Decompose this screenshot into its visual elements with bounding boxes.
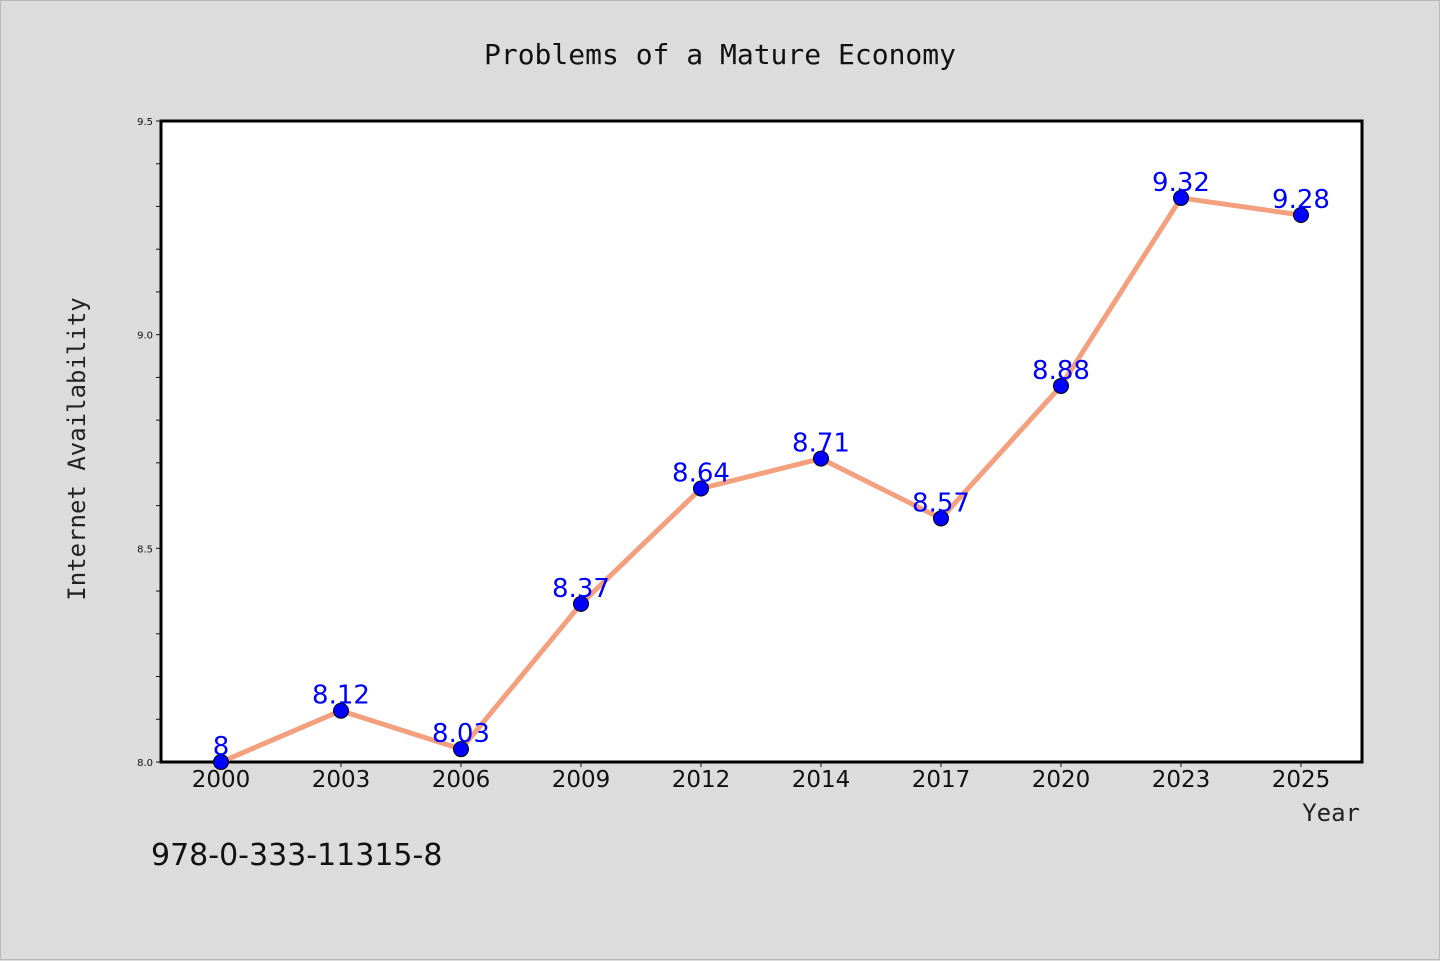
data-point	[1173, 189, 1189, 206]
y-axis-ticks: 8.0 8.5 9.0 9.5	[137, 117, 161, 769]
y-axis-label: Internet Availability	[63, 297, 91, 600]
data-labels-layer: 8 8.12 8.03 8.37 8.64 8.71 8.57 8.88 9.32 9.28	[213, 168, 1330, 762]
data-label: 8.57	[912, 488, 970, 518]
data-label: 9.32	[1152, 168, 1210, 198]
data-label: 8.71	[792, 429, 850, 459]
x-tick-label: 2020	[1032, 767, 1091, 793]
y-tick-label: 9.0	[137, 331, 153, 342]
data-label: 8.37	[552, 574, 610, 604]
data-label: 8	[213, 732, 230, 762]
x-tick-label: 2023	[1152, 767, 1211, 793]
x-tick-label: 2012	[672, 767, 731, 793]
x-tick-label: 2003	[312, 767, 371, 793]
plot-area	[159, 119, 1364, 764]
data-point	[933, 510, 949, 527]
x-tick-label: 2006	[432, 767, 491, 793]
chart-title: Problems of a Mature Economy	[484, 38, 956, 71]
data-label: 8.88	[1032, 356, 1090, 386]
data-point	[813, 450, 829, 467]
data-point	[693, 480, 709, 497]
data-label: 8.64	[672, 459, 730, 489]
x-tick-label: 2014	[792, 767, 851, 793]
data-point	[453, 741, 469, 758]
isbn-text: 978-0-333-11315-8	[151, 838, 442, 873]
data-label: 9.28	[1272, 185, 1330, 215]
data-point	[213, 754, 229, 770]
data-point	[1293, 207, 1309, 224]
data-point	[333, 702, 349, 719]
y-tick-label: 8.5	[137, 544, 153, 555]
y-tick-label: 9.5	[137, 117, 153, 128]
x-axis-ticks: 2000 2003 2006 2009 2012 2014 2017 2020 2023 2025	[192, 762, 1331, 793]
x-axis-label: Year	[1302, 799, 1360, 827]
x-tick-label: 2009	[552, 767, 611, 793]
x-tick-label: 2000	[192, 767, 251, 793]
series-line	[218, 195, 1304, 765]
data-point	[573, 595, 589, 612]
series-layer	[213, 189, 1309, 770]
data-label: 8.03	[432, 719, 490, 749]
x-tick-label: 2017	[912, 767, 971, 793]
data-point	[1053, 377, 1069, 394]
data-label: 8.12	[312, 681, 370, 711]
x-tick-label: 2025	[1272, 767, 1331, 793]
y-tick-label: 8.0	[137, 758, 153, 769]
